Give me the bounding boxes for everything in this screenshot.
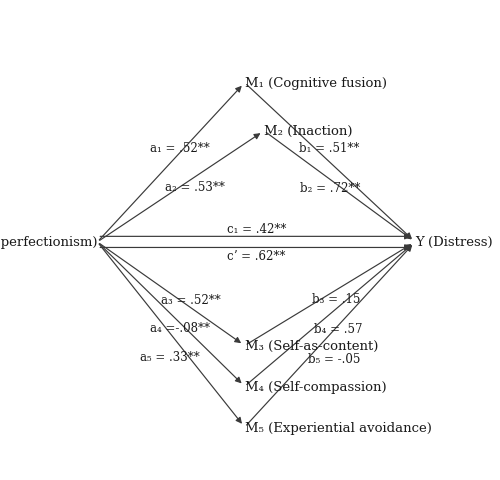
Text: b₅ = -.05: b₅ = -.05 <box>308 352 361 365</box>
Text: b₄ = .57: b₄ = .57 <box>314 323 362 336</box>
Text: b₃ = .15: b₃ = .15 <box>312 292 361 305</box>
Text: a₁ = .52**: a₁ = .52** <box>150 142 210 155</box>
Text: a₃ = .52**: a₃ = .52** <box>162 293 221 306</box>
Text: M₁ (Cognitive fusion): M₁ (Cognitive fusion) <box>244 77 386 90</box>
Text: M₂ (Inaction): M₂ (Inaction) <box>264 125 352 138</box>
Text: X (Clinical perfectionism): X (Clinical perfectionism) <box>0 236 98 249</box>
Text: c₁ = .42**: c₁ = .42** <box>226 223 286 236</box>
Text: M₄ (Self-compassion): M₄ (Self-compassion) <box>244 380 386 393</box>
Text: Y (Distress): Y (Distress) <box>415 236 493 249</box>
Text: M₃ (Self-as-content): M₃ (Self-as-content) <box>244 339 378 352</box>
Text: M₅ (Experiential avoidance): M₅ (Experiential avoidance) <box>244 420 432 434</box>
Text: a₂ = .53**: a₂ = .53** <box>165 180 225 193</box>
Text: a₅ = .33**: a₅ = .33** <box>140 350 200 363</box>
Text: a₄ =-.08**: a₄ =-.08** <box>150 321 210 334</box>
Text: b₂ = .72**: b₂ = .72** <box>300 181 361 194</box>
Text: cʼ = .62**: cʼ = .62** <box>227 250 286 263</box>
Text: b₁ = .51**: b₁ = .51** <box>298 142 359 155</box>
